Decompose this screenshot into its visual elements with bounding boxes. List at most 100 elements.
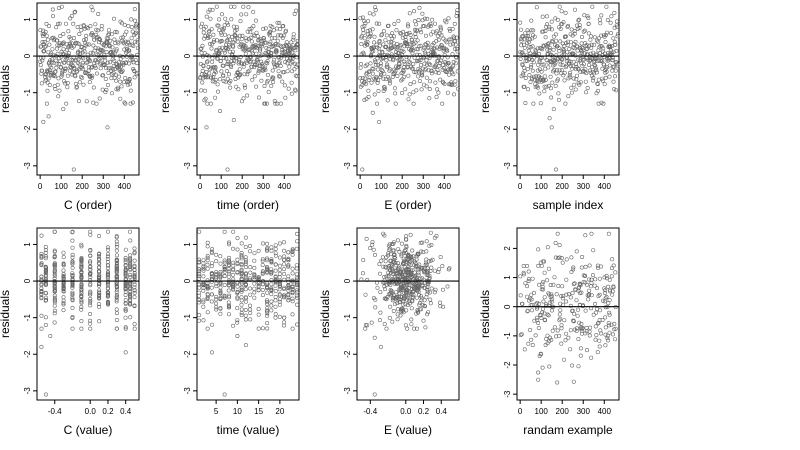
data-point xyxy=(430,17,435,22)
data-point xyxy=(232,58,237,63)
data-point xyxy=(255,56,260,61)
data-point xyxy=(273,315,278,320)
data-point xyxy=(573,287,578,292)
data-point xyxy=(518,36,523,41)
data-point xyxy=(273,253,278,258)
data-point xyxy=(369,80,374,85)
data-point xyxy=(429,71,434,76)
plot-frame xyxy=(356,227,460,401)
data-point xyxy=(535,85,540,90)
data-point xyxy=(254,51,259,56)
data-point xyxy=(575,66,580,71)
data-point xyxy=(210,322,215,327)
data-point xyxy=(420,73,425,78)
data-point xyxy=(523,101,528,106)
data-point xyxy=(539,263,544,268)
data-point xyxy=(535,318,540,323)
data-point xyxy=(201,266,206,271)
data-point xyxy=(602,290,607,295)
y-tick-label: 1 xyxy=(343,242,352,247)
data-point xyxy=(455,8,460,13)
data-point xyxy=(430,47,435,52)
data-point xyxy=(201,30,206,35)
data-point xyxy=(277,60,282,65)
data-point xyxy=(88,283,93,288)
data-point xyxy=(521,272,526,277)
data-point xyxy=(256,275,261,280)
data-point xyxy=(94,101,99,106)
data-point xyxy=(405,41,410,46)
data-point xyxy=(88,318,93,323)
data-point xyxy=(403,302,408,307)
data-point xyxy=(607,63,612,68)
data-point xyxy=(386,23,391,28)
data-point xyxy=(518,332,523,337)
data-point xyxy=(540,284,545,289)
data-point xyxy=(587,333,592,338)
data-point xyxy=(392,86,397,91)
x-axis-label: randam example xyxy=(523,423,613,437)
data-point xyxy=(586,15,591,20)
data-point xyxy=(82,49,87,54)
data-point xyxy=(205,285,210,290)
data-point xyxy=(424,257,429,262)
data-point xyxy=(256,312,261,317)
data-point xyxy=(580,304,585,309)
data-point xyxy=(395,317,400,322)
plot-frame xyxy=(196,227,300,401)
data-point xyxy=(615,32,620,37)
data-point xyxy=(549,299,554,304)
data-point xyxy=(603,70,608,75)
data-point xyxy=(49,51,54,56)
data-point xyxy=(388,67,393,72)
data-point xyxy=(265,321,270,326)
data-point xyxy=(218,261,223,266)
data-point xyxy=(553,60,558,65)
data-point xyxy=(97,281,102,286)
data-point xyxy=(378,73,383,78)
data-point xyxy=(584,47,589,52)
data-point xyxy=(529,337,534,342)
data-point xyxy=(528,296,533,301)
data-point xyxy=(61,279,66,284)
data-point xyxy=(408,82,413,87)
data-point xyxy=(290,289,295,294)
data-point xyxy=(557,243,562,248)
data-point xyxy=(595,81,600,86)
data-point xyxy=(595,263,600,268)
data-point xyxy=(604,273,609,278)
data-point xyxy=(562,357,567,362)
data-point xyxy=(270,75,275,80)
data-point xyxy=(425,312,430,317)
data-point xyxy=(65,81,70,86)
plot-frame xyxy=(516,2,620,176)
data-point xyxy=(52,261,57,266)
data-point xyxy=(559,326,564,331)
data-point xyxy=(239,261,244,266)
data-point xyxy=(294,272,299,277)
data-point xyxy=(42,44,47,49)
data-point xyxy=(576,286,581,291)
data-point xyxy=(420,283,425,288)
data-point xyxy=(574,298,579,303)
y-tick-label: 0 xyxy=(183,278,192,283)
data-point xyxy=(88,260,93,265)
data-point xyxy=(43,282,48,287)
data-point xyxy=(537,282,542,287)
y-tick-label: -1 xyxy=(343,314,352,322)
data-point xyxy=(380,50,385,55)
data-point xyxy=(388,304,393,309)
data-point xyxy=(244,265,249,270)
data-point xyxy=(210,261,215,266)
data-point xyxy=(239,287,244,292)
data-point xyxy=(261,26,266,31)
data-point xyxy=(61,284,66,289)
data-point xyxy=(248,303,253,308)
data-point xyxy=(128,260,133,265)
data-point xyxy=(107,44,112,49)
data-point xyxy=(204,75,209,80)
data-point xyxy=(239,267,244,272)
data-point xyxy=(555,380,560,385)
data-point xyxy=(114,285,119,290)
data-point xyxy=(128,301,133,306)
